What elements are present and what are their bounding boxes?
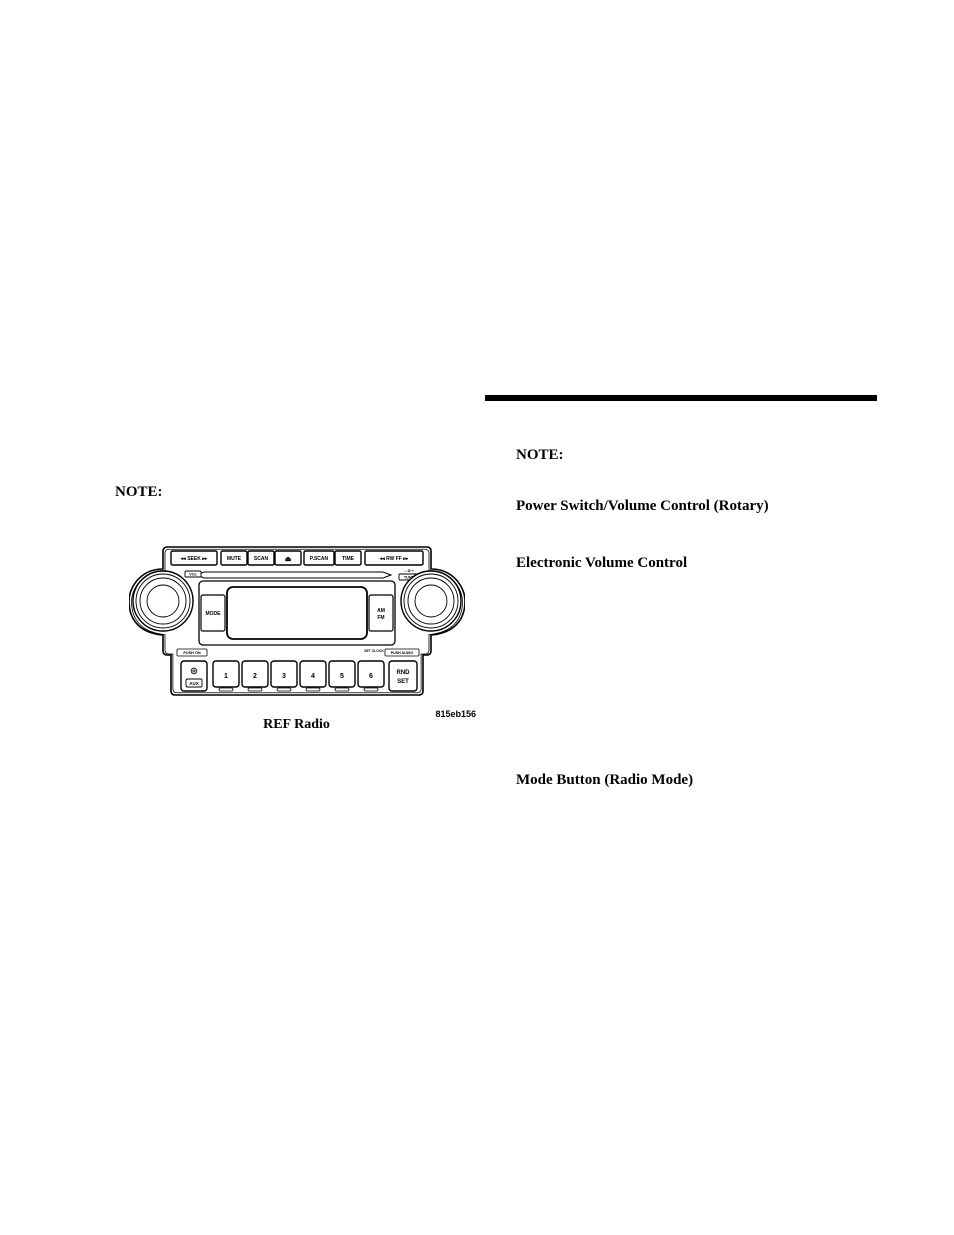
heading-power-switch: Power Switch/Volume Control (Rotary)	[516, 498, 879, 515]
set-label: SET	[397, 679, 409, 685]
note-label-left: NOTE:	[115, 484, 478, 501]
push-on-label: PUSH ON	[183, 651, 201, 655]
rnd-label: RND	[396, 670, 410, 676]
heading-mode-button: Mode Button (Radio Mode)	[516, 772, 879, 789]
amfm-a: AM	[377, 608, 385, 614]
tune-pm-label: – ⊘ +	[404, 569, 414, 573]
btn-rwff: ◂◂ RW FF ▸▸	[378, 556, 408, 562]
right-column: NOTE: Power Switch/Volume Control (Rotar…	[516, 390, 879, 815]
preset-1: 1	[224, 673, 228, 680]
left-column: NOTE: ◂◂ SEEK ▸▸ MUTE SCAN ⏏ P.SCAN	[115, 390, 478, 815]
mode-label: MODE	[205, 611, 221, 617]
aux-icon: ◎	[190, 666, 197, 675]
left-knob	[133, 571, 193, 631]
radio-illustration: ◂◂ SEEK ▸▸ MUTE SCAN ⏏ P.SCAN TIME ◂◂ RW…	[129, 541, 465, 701]
figure-caption: REF Radio	[115, 717, 478, 733]
preset-4: 4	[311, 673, 315, 680]
btn-scan: SCAN	[253, 556, 268, 562]
btn-eject-icon: ⏏	[284, 556, 291, 563]
btn-pscan: P.SCAN	[309, 556, 328, 562]
preset-3: 3	[282, 673, 286, 680]
aux-label: AUX	[189, 681, 199, 686]
heading-electronic-volume: Electronic Volume Control	[516, 555, 879, 572]
two-column-layout: NOTE: ◂◂ SEEK ▸▸ MUTE SCAN ⏏ P.SCAN	[115, 390, 879, 815]
preset-6: 6	[369, 673, 373, 680]
ref-radio-figure: ◂◂ SEEK ▸▸ MUTE SCAN ⏏ P.SCAN TIME ◂◂ RW…	[115, 541, 478, 701]
push-audio-label: PUSH AUDIO	[390, 651, 413, 655]
amfm-b: FM	[377, 615, 384, 621]
section-divider	[485, 395, 877, 401]
vol-label: VOL	[189, 573, 197, 577]
btn-time: TIME	[342, 556, 355, 562]
preset-2: 2	[253, 673, 257, 680]
note-label-right: NOTE:	[516, 447, 879, 464]
btn-seek: ◂◂ SEEK ▸▸	[179, 556, 207, 562]
preset-5: 5	[340, 673, 344, 680]
right-knob	[401, 571, 461, 631]
setclock-label: SET CLOCK	[364, 649, 384, 653]
btn-mute: MUTE	[226, 556, 241, 562]
